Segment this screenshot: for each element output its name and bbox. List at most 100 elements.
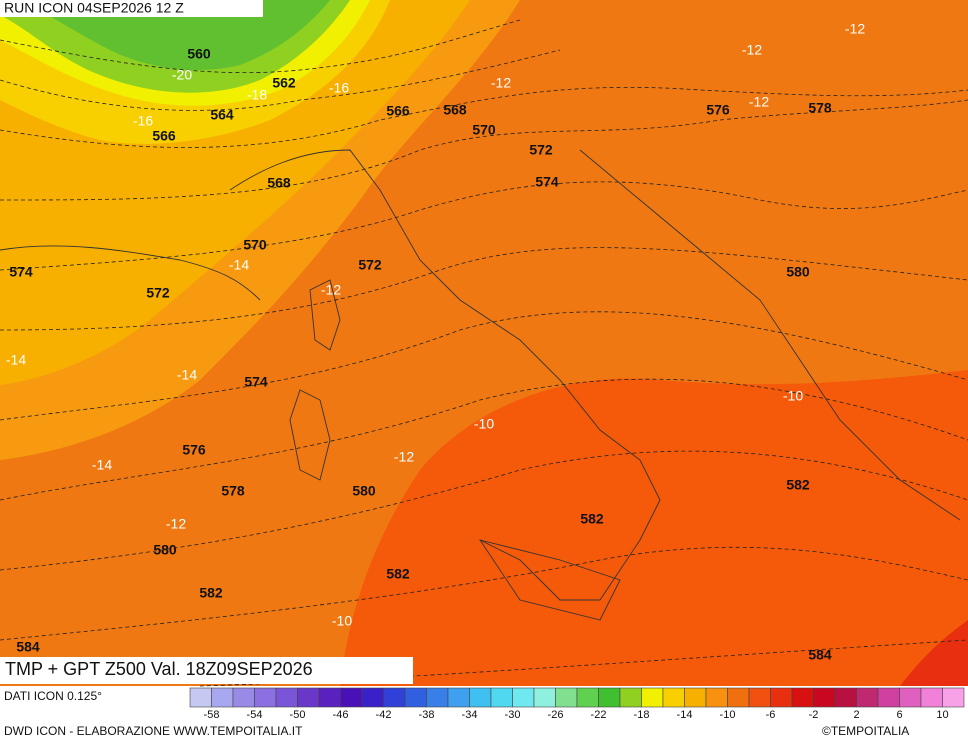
temperature-label: -12 <box>394 449 414 465</box>
source-label: DATI ICON 0.125° <box>4 689 102 703</box>
contour-label: 572 <box>529 142 553 158</box>
colorbar-swatch <box>297 687 320 708</box>
colorbar-tick-label: -30 <box>505 709 521 721</box>
temperature-label: -12 <box>321 282 341 298</box>
colorbar-swatch <box>834 687 857 708</box>
colorbar-swatch <box>426 687 449 708</box>
temperature-label: -12 <box>491 75 511 91</box>
colorbar-swatch <box>318 687 341 708</box>
title-box <box>0 657 413 684</box>
colorbar-tick-label: -18 <box>634 709 650 721</box>
colorbar-swatch <box>533 687 556 708</box>
contour-label: 582 <box>786 477 810 493</box>
contour-label: 564 <box>210 107 234 123</box>
colorbar-swatch <box>447 687 470 708</box>
colorbar-tick-label: -14 <box>677 709 693 721</box>
contour-label: 580 <box>153 542 177 558</box>
colorbar-swatch <box>404 687 427 708</box>
contour-label: 578 <box>221 483 245 499</box>
contour-label: 580 <box>352 483 376 499</box>
colorbar-swatch <box>748 687 771 708</box>
contour-label: 566 <box>386 103 410 119</box>
colorbar-tick-label: -54 <box>247 709 263 721</box>
colorbar-swatch <box>619 687 642 708</box>
temperature-field <box>0 0 968 686</box>
colorbar-tick-label: -58 <box>204 709 220 721</box>
contour-label: 566 <box>152 128 176 144</box>
colorbar-swatch <box>942 687 965 708</box>
colorbar-swatch <box>877 687 900 708</box>
temperature-label: -12 <box>742 42 762 58</box>
temperature-label: -14 <box>229 257 249 273</box>
colorbar-swatch <box>576 687 599 708</box>
temperature-label: -10 <box>783 388 803 404</box>
temperature-label: -12 <box>845 21 865 37</box>
contour-label: 572 <box>358 257 382 273</box>
colorbar-swatch <box>361 687 384 708</box>
contour-label: 576 <box>706 102 730 118</box>
colorbar-tick-label: -50 <box>290 709 306 721</box>
contour-label: 570 <box>243 237 267 253</box>
coastlines <box>0 149 961 621</box>
colorbar-swatch <box>512 687 535 708</box>
contour-label: 574 <box>9 264 33 280</box>
contour-label: 570 <box>472 122 496 138</box>
colorbar-tick-label: 10 <box>936 709 948 721</box>
temperature-label: -16 <box>133 113 153 129</box>
colorbar-tick-label: -42 <box>376 709 392 721</box>
colorbar-swatch <box>254 687 277 708</box>
colorbar-swatch <box>641 687 664 708</box>
colorbar-swatch <box>662 687 685 708</box>
contour-label: 582 <box>386 566 410 582</box>
contour-label: 574 <box>535 174 559 190</box>
temperature-label: -14 <box>177 367 197 383</box>
contour-label: 578 <box>808 100 832 116</box>
colorbar-swatch <box>469 687 492 708</box>
temperature-label: -14 <box>6 352 26 368</box>
colorbar-swatch <box>189 687 212 708</box>
temperature-label: -14 <box>92 457 112 473</box>
colorbar-swatch <box>727 687 750 708</box>
colorbar-tick-label: -2 <box>809 709 819 721</box>
temperature-label: -10 <box>474 416 494 432</box>
temperature-label: -16 <box>329 80 349 96</box>
contour-label: 584 <box>808 647 832 663</box>
colorbar-swatch <box>275 687 298 708</box>
credit-label: DWD ICON - ELABORAZIONE WWW.TEMPOITALIA.… <box>4 724 303 738</box>
colorbar-tick-label: -22 <box>591 709 607 721</box>
colorbar-swatch <box>211 687 234 708</box>
temperature-label: -12 <box>166 516 186 532</box>
colorbar-swatch <box>770 687 793 708</box>
contour-label: 582 <box>199 585 223 601</box>
colorbar-swatch <box>705 687 728 708</box>
brand-label: ©TEMPOITALIA <box>822 724 909 738</box>
colorbar-swatch <box>920 687 943 708</box>
colorbar-swatch <box>856 687 879 708</box>
temperature-label: -20 <box>172 67 192 83</box>
colorbar-tick-label: -10 <box>720 709 736 721</box>
colorbar-tick-label: -46 <box>333 709 349 721</box>
colorbar-tick-label: -38 <box>419 709 435 721</box>
contour-label: 576 <box>182 442 206 458</box>
colorbar-swatch <box>598 687 621 708</box>
colorbar-swatch <box>684 687 707 708</box>
run-label: RUN ICON 04SEP2026 12 Z <box>4 0 184 16</box>
contour-label: 580 <box>786 264 810 280</box>
contour-label: 584 <box>16 639 40 655</box>
temperature-label: -18 <box>247 87 267 103</box>
colorbar-swatch <box>791 687 814 708</box>
contour-label: 574 <box>244 374 268 390</box>
geopotential-contours <box>0 19 968 687</box>
colorbar-swatch <box>490 687 513 708</box>
colorbar-swatch <box>899 687 922 708</box>
colorbar-tick-label: -34 <box>462 709 478 721</box>
contour-label: 560 <box>187 46 211 62</box>
contour-label: 582 <box>580 511 604 527</box>
colorbar-swatch <box>383 687 406 708</box>
colorbar-swatch <box>555 687 578 708</box>
colorbar-swatch <box>232 687 255 708</box>
colorbar-swatch <box>340 687 363 708</box>
colorbar-swatch <box>813 687 836 708</box>
